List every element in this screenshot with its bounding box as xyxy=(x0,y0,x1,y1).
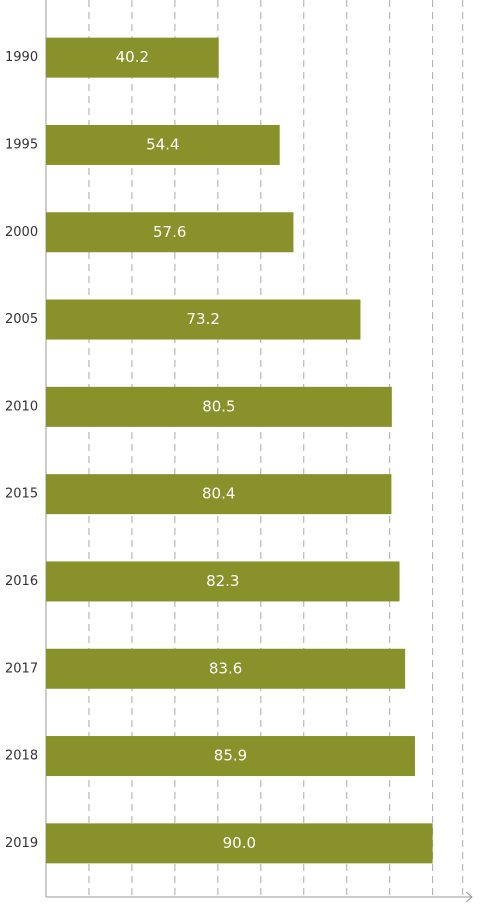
y-tick-label: 1995 xyxy=(5,137,38,152)
bar xyxy=(46,736,416,777)
bar xyxy=(46,561,400,602)
y-tick-label: 2018 xyxy=(5,749,38,764)
y-tick-label: 1990 xyxy=(5,50,38,65)
value-label: 54.4 xyxy=(146,135,179,153)
y-tick-label: 2019 xyxy=(5,836,38,851)
value-label: 80.5 xyxy=(202,397,235,415)
value-label: 85.9 xyxy=(214,747,247,765)
value-label: 83.6 xyxy=(209,659,242,677)
bar xyxy=(46,474,392,515)
y-tick-label: 2017 xyxy=(5,661,38,676)
value-label: 73.2 xyxy=(187,310,220,328)
y-tick-label: 2000 xyxy=(5,225,38,240)
axis-arrow xyxy=(465,891,473,903)
value-label: 82.3 xyxy=(206,572,239,590)
y-tick-label: 2005 xyxy=(5,312,38,327)
bar xyxy=(46,37,219,78)
y-tick-label: 2015 xyxy=(5,487,38,502)
value-label: 57.6 xyxy=(153,223,186,241)
value-label: 80.4 xyxy=(202,485,235,503)
bar xyxy=(46,124,280,165)
value-label: 90.0 xyxy=(223,834,256,852)
y-tick-label: 2016 xyxy=(5,574,38,589)
bar xyxy=(46,648,406,689)
bar xyxy=(46,212,294,253)
y-tick-label: 2010 xyxy=(5,399,38,414)
value-label: 40.2 xyxy=(116,48,149,66)
bar xyxy=(46,386,392,427)
bar xyxy=(46,823,433,864)
bar xyxy=(46,299,361,340)
